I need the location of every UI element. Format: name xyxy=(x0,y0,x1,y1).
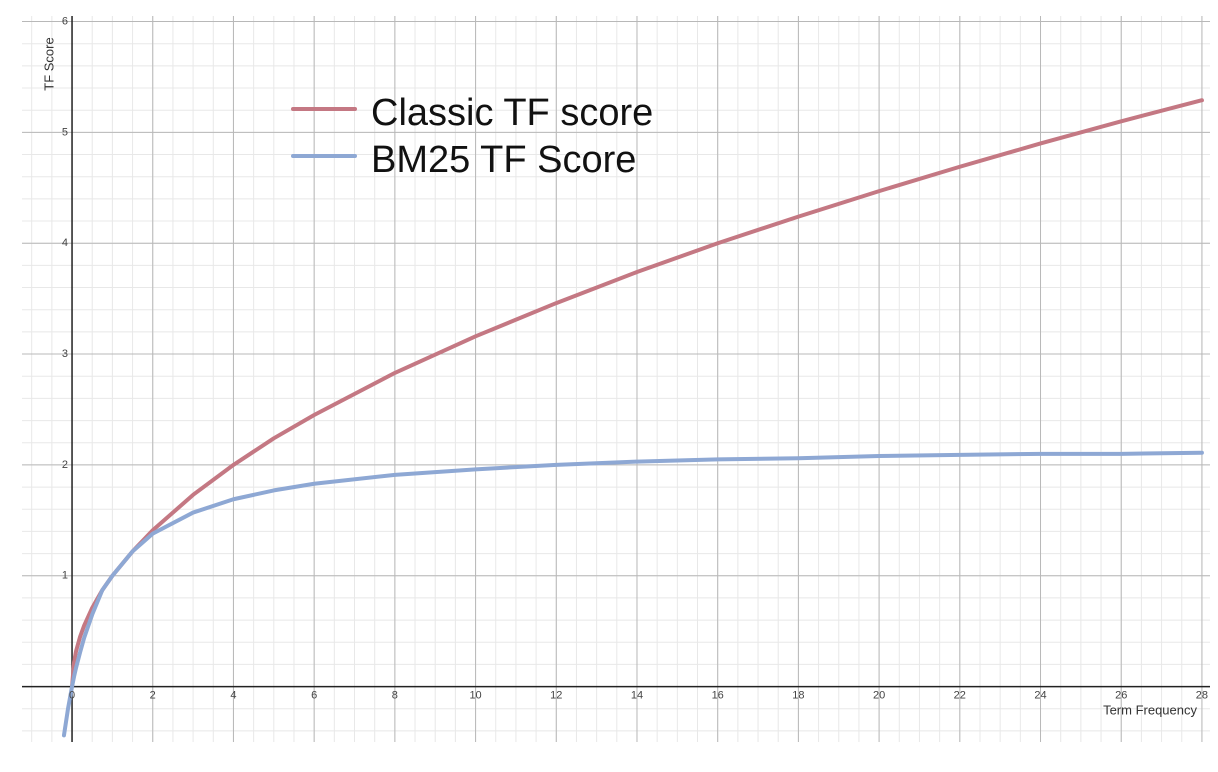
series-line xyxy=(70,98,1204,689)
x-tick-label: 10 xyxy=(469,689,481,701)
x-tick-label: 18 xyxy=(792,689,804,701)
x-axis-label: Term Frequency xyxy=(1103,702,1197,717)
x-tick-label: 22 xyxy=(954,689,966,701)
x-tick-label: 14 xyxy=(631,689,643,701)
x-tick-label: 26 xyxy=(1115,689,1127,701)
y-tick-label: 2 xyxy=(62,459,68,471)
y-tick-label: 5 xyxy=(62,126,68,138)
x-tick-label: 0 xyxy=(69,689,75,701)
y-tick-label: 3 xyxy=(62,348,68,360)
x-tick-label: 24 xyxy=(1034,689,1046,701)
plot-area xyxy=(61,98,1204,738)
legend-label: BM25 TF Score xyxy=(371,139,636,181)
y-tick-label: 1 xyxy=(62,570,68,582)
series-line xyxy=(61,450,1204,738)
x-tick-label: 16 xyxy=(712,689,724,701)
axes xyxy=(22,16,1210,742)
y-tick-label: 6 xyxy=(62,15,68,27)
x-tick-label: 4 xyxy=(230,689,236,701)
y-tick-label: 4 xyxy=(62,237,68,249)
legend-label: Classic TF score xyxy=(371,92,653,134)
grid xyxy=(22,16,1210,742)
x-tick-label: 12 xyxy=(550,689,562,701)
x-tick-label: 6 xyxy=(311,689,317,701)
legend: Classic TF score BM25 TF Score xyxy=(291,92,653,181)
y-axis-label: TF Score xyxy=(41,37,56,90)
x-tick-label: 2 xyxy=(150,689,156,701)
x-tick-label: 8 xyxy=(392,689,398,701)
x-tick-label: 20 xyxy=(873,689,885,701)
x-tick-label: 28 xyxy=(1196,689,1208,701)
